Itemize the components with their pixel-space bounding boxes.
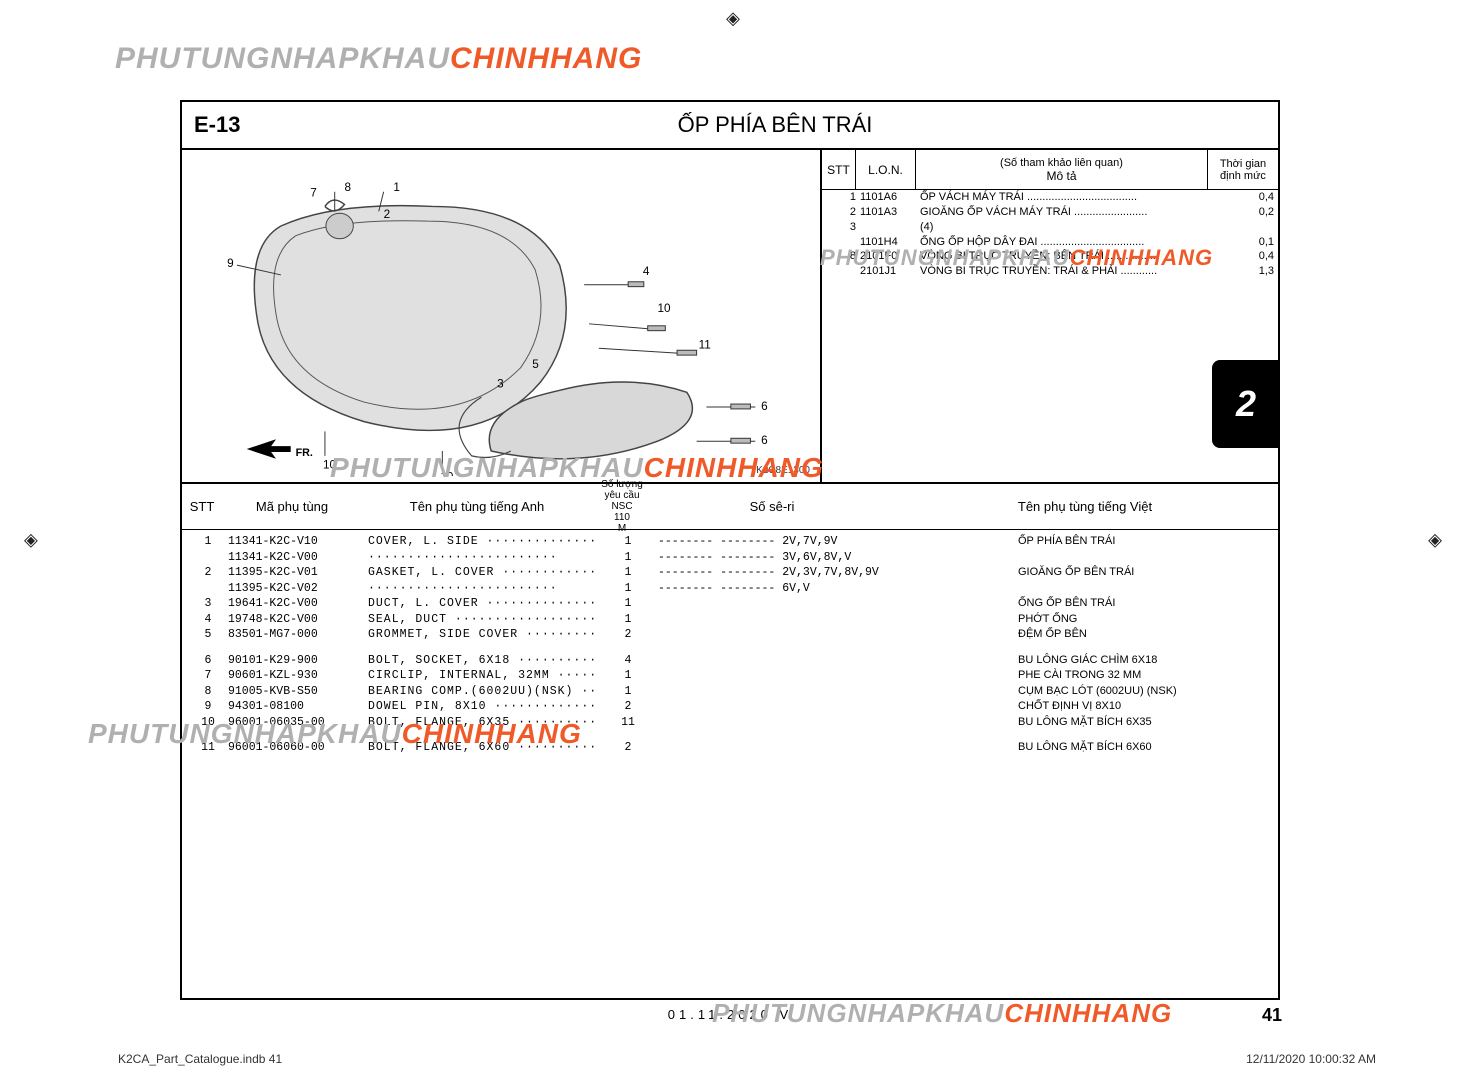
th-vn: Tên phụ tùng tiếng Việt [892, 499, 1278, 514]
svg-text:9: 9 [227, 257, 234, 270]
parts-row: 891005-KVB-S50BEARING COMP.(6002UU)(NSK)… [182, 684, 1278, 700]
th-code: Mã phụ tùng [222, 499, 362, 514]
section-title: ỐP PHÍA BÊN TRÁI [272, 112, 1278, 138]
svg-text:1: 1 [393, 181, 400, 194]
parts-row: 583501-MG7-000GROMMET, SIDE COVER ······… [182, 627, 1278, 643]
svg-text:10: 10 [658, 302, 672, 315]
ref-row: 11101A6ỐP VÁCH MÁY TRÁI ................… [822, 190, 1278, 205]
parts-row: 790601-KZL-930CIRCLIP, INTERNAL, 32MM ··… [182, 668, 1278, 684]
parts-row: 419748-K2C-V00SEAL, DUCT ···············… [182, 612, 1278, 628]
parts-row: 994301-08100DOWEL PIN, 8X10 ············… [182, 699, 1278, 715]
th-ser: Số sê-ri [652, 499, 892, 514]
th-qty: Số lượng yêu cầu NSC 110 M [592, 479, 652, 534]
parts-row: 11341-K2C-V00························1--… [182, 550, 1278, 566]
ref-head-desc: (Số tham khảo liên quan) Mô tả [916, 150, 1208, 189]
parts-table-header: STT Mã phụ tùng Tên phụ tùng tiếng Anh S… [182, 484, 1278, 530]
parts-table-body: 111341-K2C-V10COVER, L. SIDE ···········… [182, 530, 1278, 756]
ref-row: 1101H4ỐNG ỐP HỘP DÂY ĐAI ...............… [822, 235, 1278, 250]
ref-row: 3(4) [822, 220, 1278, 235]
crop-mark-right: ◈ [1428, 530, 1442, 551]
section-header: E-13 ỐP PHÍA BÊN TRÁI [182, 102, 1278, 150]
watermark-top: PHUTUNGNHAPKHAUCHINHHANG [115, 42, 642, 76]
parts-row: 1196001-06060-00BOLT, FLANGE, 6X60 ·····… [182, 740, 1278, 756]
parts-row: 690101-K29-900BOLT, SOCKET, 6X18 ·······… [182, 653, 1278, 669]
reference-table: STT L.O.N. (Số tham khảo liên quan) Mô t… [822, 150, 1278, 482]
svg-text:10: 10 [323, 459, 337, 472]
upper-panel: FR. 1 8 7 9 2 4 10 11 5 3 6 6 10 10 K2C8… [182, 150, 1278, 484]
svg-text:11: 11 [699, 338, 711, 351]
exploded-diagram: FR. 1 8 7 9 2 4 10 11 5 3 6 6 10 10 K2C8… [182, 150, 822, 482]
parts-row: 319641-K2C-V00DUCT, L. COVER ···········… [182, 596, 1278, 612]
svg-text:4: 4 [643, 265, 650, 278]
ref-head-lon: L.O.N. [856, 150, 916, 189]
ref-head-time: Thời gian định mức [1208, 150, 1278, 189]
doc-footer-right: 12/11/2020 10:00:32 AM [1246, 1052, 1376, 1066]
parts-row: 1096001-06035-00BOLT, FLANGE, 6X35 ·····… [182, 715, 1278, 731]
svg-text:2: 2 [384, 208, 391, 221]
svg-text:6: 6 [761, 434, 768, 447]
svg-text:6: 6 [761, 400, 768, 413]
ref-table-header: STT L.O.N. (Số tham khảo liên quan) Mô t… [822, 150, 1278, 190]
parts-row: 211395-K2C-V01GASKET, L. COVER ·········… [182, 565, 1278, 581]
svg-text:7: 7 [310, 187, 317, 200]
svg-text:5: 5 [532, 358, 539, 371]
ref-row: 2101J1VÒNG BI TRỤC TRUYỀN: TRÁI & PHẢI .… [822, 264, 1278, 279]
svg-text:10: 10 [440, 470, 454, 476]
th-en: Tên phụ tùng tiếng Anh [362, 499, 592, 514]
crop-mark-top: ◈ [726, 8, 740, 29]
fr-label: FR. [296, 447, 313, 459]
crop-mark-left: ◈ [24, 530, 38, 551]
svg-text:3: 3 [497, 377, 504, 390]
doc-footer-left: K2CA_Part_Catalogue.indb 41 [118, 1052, 282, 1066]
section-code: E-13 [182, 112, 272, 138]
diagram-code: K2C8E1300 [756, 465, 810, 476]
page-number: 41 [1262, 1005, 1282, 1026]
ref-row: 21101A3GIOĂNG ỐP VÁCH MÁY TRÁI .........… [822, 205, 1278, 220]
parts-row: 11395-K2C-V02························1--… [182, 581, 1278, 597]
ref-head-stt: STT [822, 150, 856, 189]
chapter-tab: 2 [1212, 360, 1280, 448]
ref-rows: 11101A6ỐP VÁCH MÁY TRÁI ................… [822, 190, 1278, 279]
ref-row: 82101F0VÒNG BI TRỤC TRUYỀN: BÊN TRÁI ...… [822, 249, 1278, 264]
th-stt: STT [182, 499, 222, 514]
svg-text:8: 8 [345, 181, 352, 194]
page-frame: E-13 ỐP PHÍA BÊN TRÁI [180, 100, 1280, 1000]
footer-date: 01.11.2020 V [668, 1007, 792, 1022]
diagram-svg: FR. 1 8 7 9 2 4 10 11 5 3 6 6 10 10 [188, 156, 814, 476]
parts-row: 111341-K2C-V10COVER, L. SIDE ···········… [182, 534, 1278, 550]
